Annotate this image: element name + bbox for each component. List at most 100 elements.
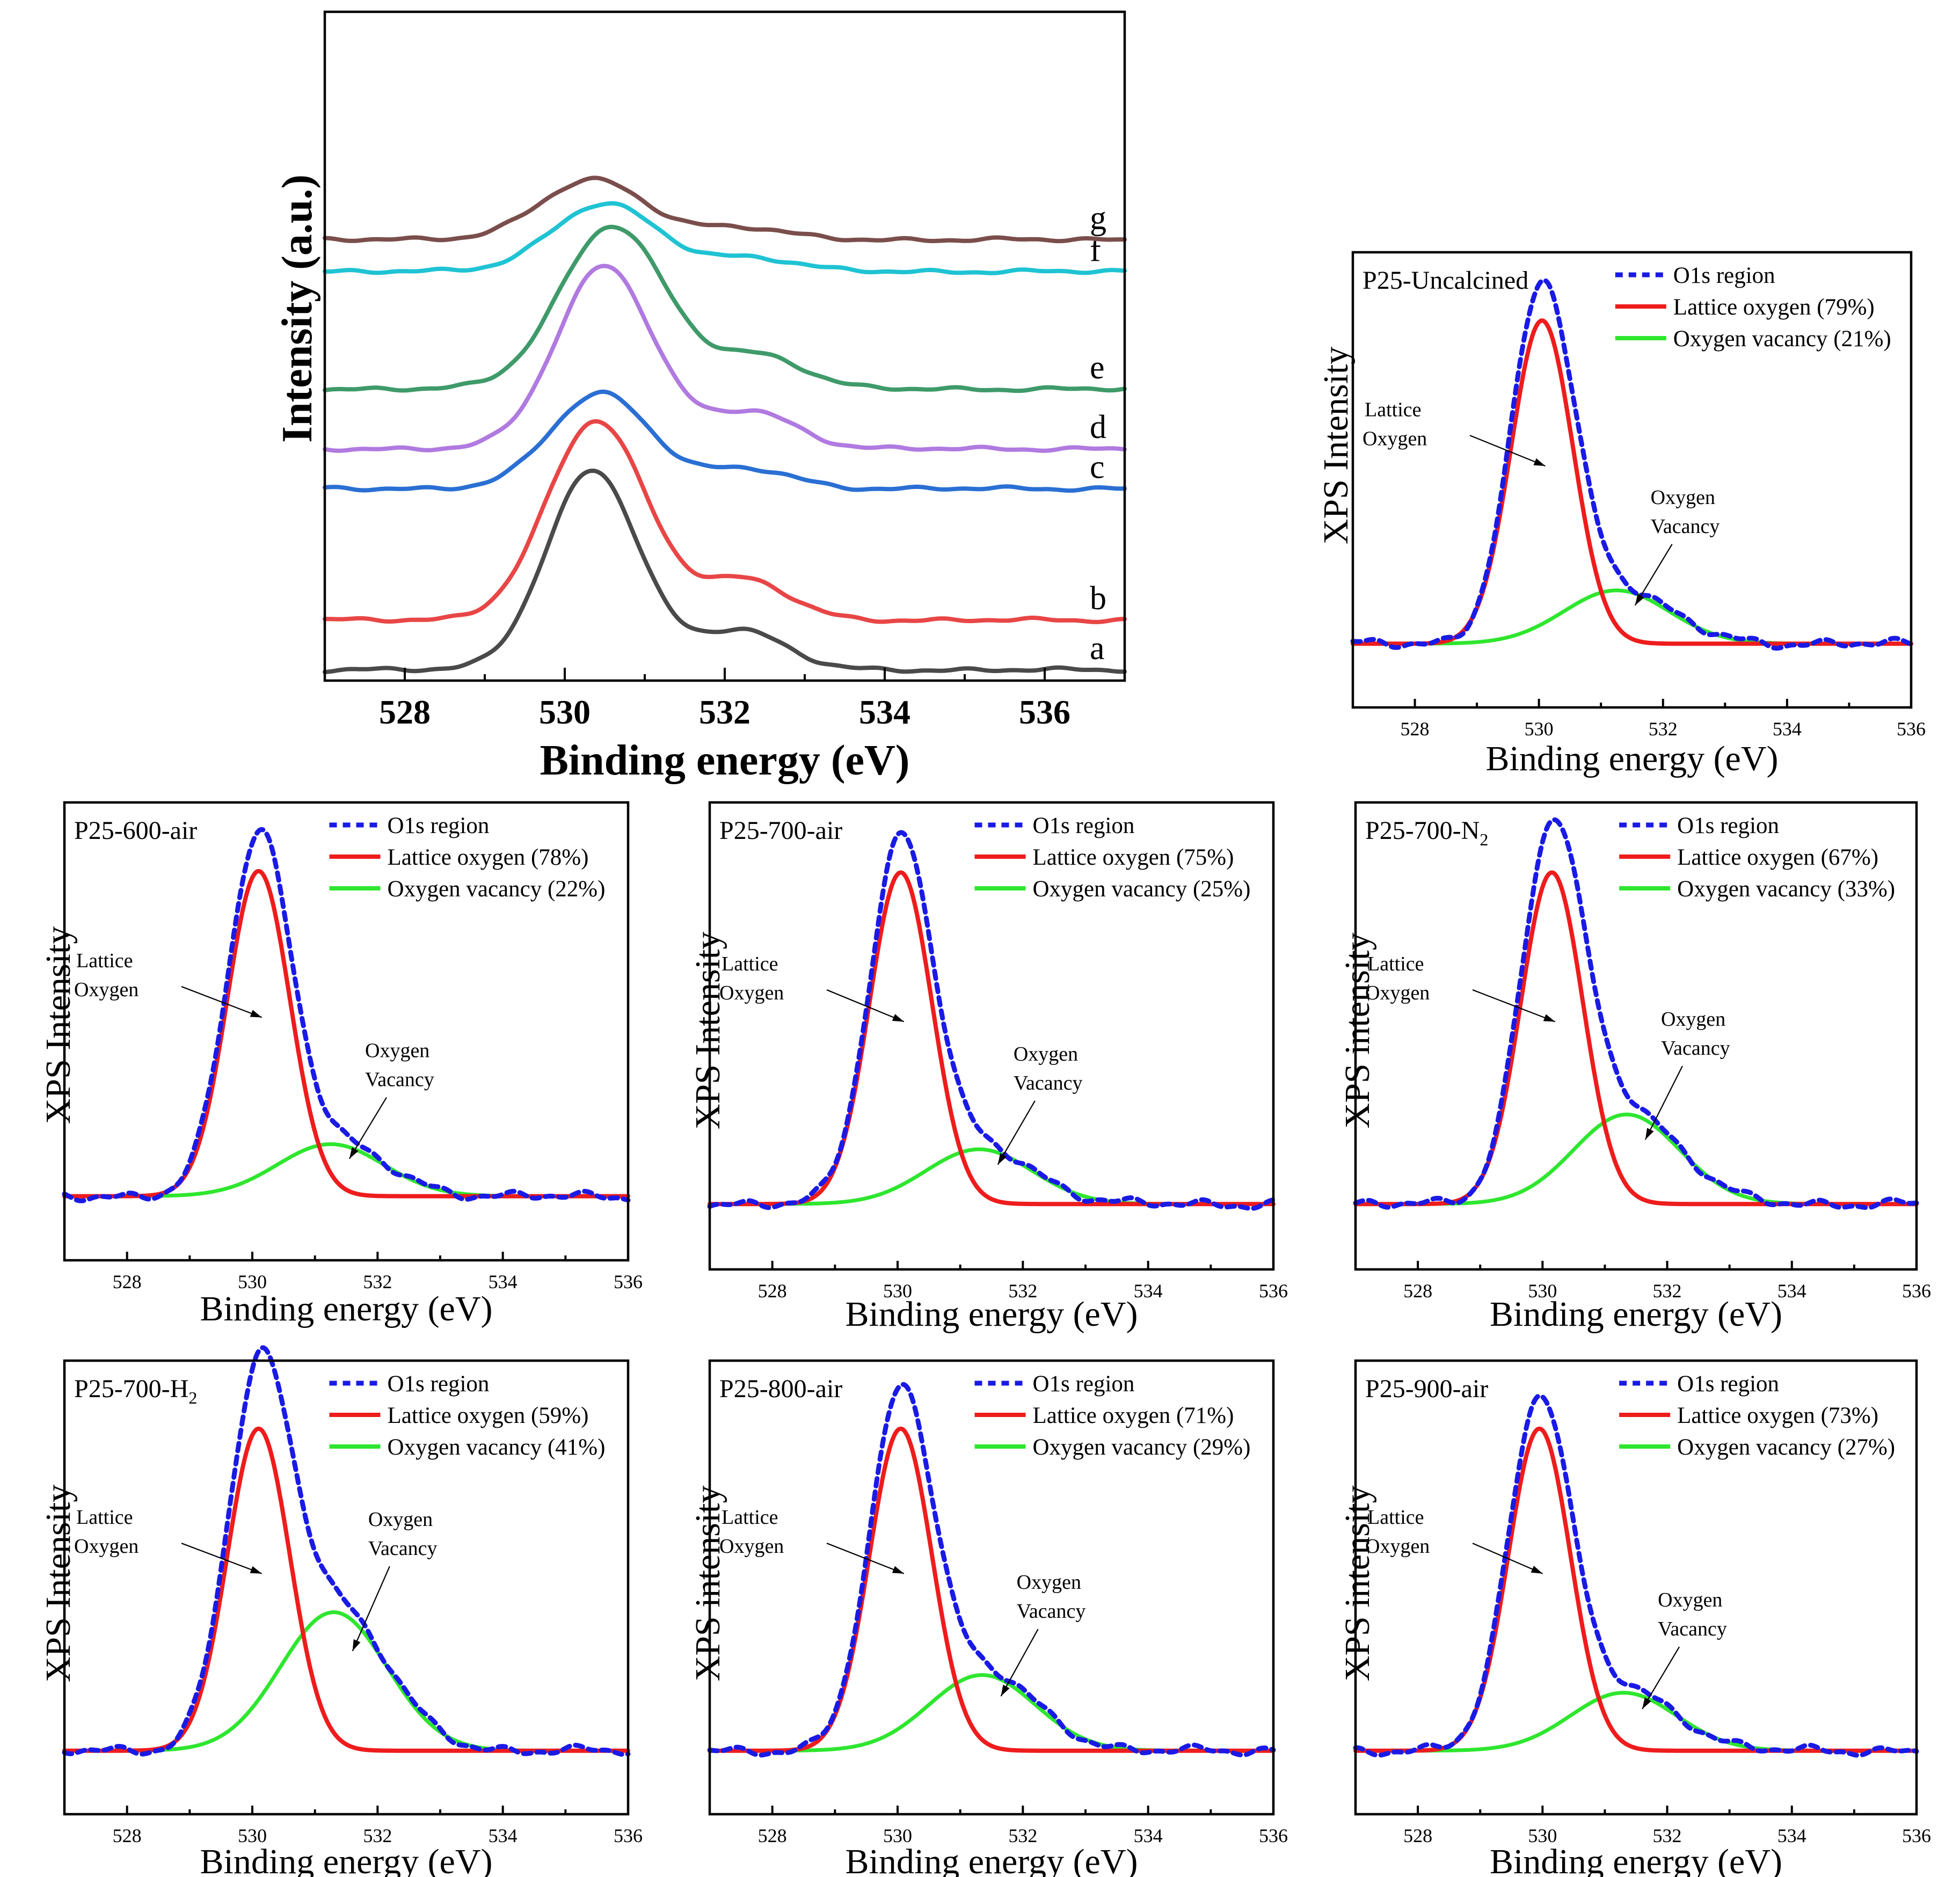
vacancy-arrow-line [348, 1097, 387, 1159]
lattice-curve [1351, 318, 1913, 646]
sample-name: P25-800-air [719, 1375, 842, 1403]
y-axis-title: XPS Intensity [39, 926, 78, 1124]
x-tick-label: 534 [859, 693, 910, 731]
lattice-annotation-line1: Lattice [76, 950, 133, 972]
legend-vacancy-label: Oxygen vacancy (27%) [1677, 1435, 1895, 1460]
x-tick-label: 528 [758, 1825, 787, 1846]
sample-name: P25-900-air [1365, 1375, 1488, 1403]
lattice-arrow-head [250, 1010, 262, 1018]
vacancy-annotation-line1: Oxygen [365, 1040, 429, 1062]
lattice-annotation-line2: Oxygen [1365, 982, 1430, 1004]
spectrum-a [323, 469, 1127, 674]
vacancy-annotation-line2: Vacancy [1658, 1618, 1727, 1640]
legend-vacancy-label: Oxygen vacancy (21%) [1673, 326, 1891, 352]
y-axis-title: XPS intensity [1338, 1486, 1377, 1682]
vacancy-curve [708, 1673, 1276, 1753]
x-axis-title: Binding energy (eV) [1490, 1295, 1782, 1334]
x-tick-label: 530 [1525, 718, 1554, 740]
o1s-curve [707, 830, 1276, 1211]
lattice-arrow-head [1543, 1014, 1555, 1022]
lattice-annotation-line2: Oxygen [74, 1535, 139, 1558]
y-axis-title: XPS Intensity [688, 932, 727, 1130]
lattice-arrow-line [1469, 435, 1546, 467]
sample-name-text: P25-Uncalcined [1362, 266, 1528, 295]
series-label-b: b [1090, 580, 1106, 617]
series-label-d: d [1090, 409, 1106, 445]
vacancy-annotation-line1: Oxygen [1661, 1008, 1725, 1031]
x-tick-label: 536 [1897, 718, 1926, 740]
lattice-curve [1353, 870, 1919, 1207]
legend-vacancy-label: Oxygen vacancy (33%) [1677, 877, 1895, 902]
vacancy-arrow-head [1001, 1684, 1010, 1697]
panel-air900: 528 530 532 534 536 Binding energy (eV) XPS in… [1338, 1359, 1931, 1877]
vacancy-curve [1351, 588, 1913, 646]
y-axis-title: XPS intensity [1338, 933, 1377, 1129]
o1s-curve [1350, 277, 1914, 651]
legend-vacancy-label: Oxygen vacancy (29%) [1033, 1435, 1251, 1460]
sample-name-text: P25-900-air [1365, 1375, 1488, 1403]
lattice-annotation-line1: Lattice [1367, 1506, 1424, 1529]
x-tick-label: 530 [238, 1271, 267, 1292]
x-tick-label: 534 [489, 1825, 518, 1846]
x-tick-label: 536 [614, 1271, 643, 1292]
o1s-curve [1353, 817, 1919, 1210]
x-axis-title: Binding energy (eV) [1490, 1842, 1782, 1877]
x-tick-label: 536 [1259, 1280, 1288, 1302]
sample-name-subscript: 2 [1480, 830, 1488, 849]
x-tick-label: 528 [379, 693, 431, 731]
panel-h2700: 528 530 532 534 536 Binding energy (eV) XPS In… [39, 1345, 643, 1877]
legend-lattice-label: Lattice oxygen (75%) [1033, 845, 1234, 870]
x-tick-label: 532 [1653, 1280, 1682, 1302]
lattice-arrow-line [826, 989, 905, 1023]
legend-o1s-label: O1s region [388, 813, 490, 838]
x-axis-title: Binding energy (eV) [1486, 739, 1779, 778]
x-tick-label: 534 [1777, 1825, 1806, 1846]
o1s-curve [1353, 1393, 1919, 1758]
sample-name: P25-700-N2 [1365, 816, 1488, 849]
vacancy-arrow-line [1644, 1065, 1683, 1140]
y-axis-title: Intensity (a.u.) [274, 174, 321, 443]
lattice-annotation-line2: Oxygen [1365, 1535, 1430, 1558]
lattice-arrow-line [826, 1543, 905, 1574]
sample-name: P25-700-air [719, 816, 842, 845]
x-tick-label: 532 [363, 1271, 392, 1292]
lattice-curve [62, 1426, 630, 1753]
legend-lattice-label: Lattice oxygen (67%) [1677, 845, 1878, 870]
panel-uncalcined: 528 530 532 534 536 Binding energy (eV) XPS In… [1316, 251, 1926, 778]
vacancy-arrow-line [997, 1100, 1036, 1165]
legend-o1s-label: O1s region [1033, 813, 1135, 838]
sample-name-text: P25-700-air [719, 816, 842, 845]
vacancy-annotation-line2: Vacancy [1014, 1072, 1083, 1094]
lattice-annotation-line1: Lattice [722, 953, 778, 975]
sample-name-text: P25-700-H [74, 1375, 188, 1403]
plot-frame [1354, 1359, 1918, 1816]
legend-o1s-label: O1s region [1673, 263, 1775, 288]
lattice-arrow-line [1472, 1543, 1543, 1574]
lattice-curve [708, 870, 1276, 1207]
x-tick-label: 530 [1528, 1825, 1557, 1846]
vacancy-annotation-line2: Vacancy [1651, 515, 1720, 538]
sample-name: P25-700-H2 [74, 1375, 197, 1407]
lattice-arrow-head [250, 1566, 262, 1574]
legend-o1s-label: O1s region [388, 1371, 490, 1397]
sample-name-subscript: 2 [188, 1388, 197, 1407]
x-tick-label: 532 [363, 1825, 392, 1846]
spectrum-e [323, 224, 1127, 393]
legend-lattice-label: Lattice oxygen (59%) [388, 1403, 589, 1428]
panel-air800: 528 530 532 534 536 Binding energy (eV) XPS in… [688, 1359, 1288, 1877]
plot-frame [63, 1359, 630, 1816]
vacancy-curve [708, 1147, 1276, 1206]
x-tick-label: 528 [1403, 1280, 1432, 1302]
x-tick-label: 534 [1134, 1280, 1163, 1302]
vacancy-arrow-head [997, 1153, 1007, 1165]
plot-frame [708, 801, 1275, 1271]
vacancy-annotation-line1: Oxygen [368, 1508, 433, 1531]
spectrum-c [323, 389, 1127, 493]
plot-frame [1354, 801, 1918, 1271]
vacancy-arrow-line [1000, 1628, 1039, 1697]
series-label-c: c [1090, 449, 1105, 485]
vacancy-curve [1353, 1691, 1919, 1753]
vacancy-annotation-line2: Vacancy [1661, 1037, 1730, 1060]
